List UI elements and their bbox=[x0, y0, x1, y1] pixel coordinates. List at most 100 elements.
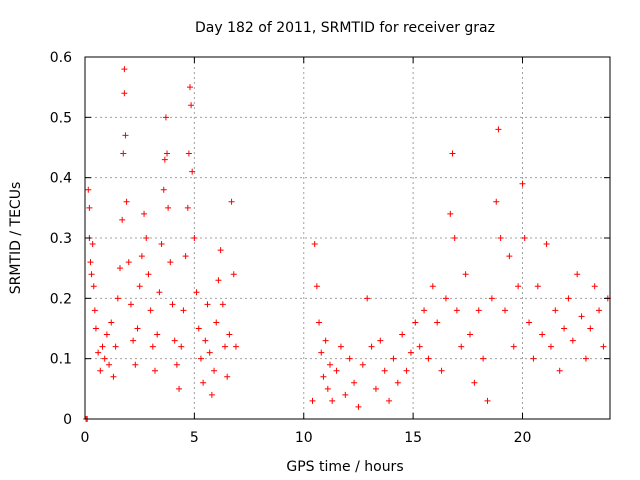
data-point bbox=[219, 301, 226, 308]
data-point bbox=[226, 331, 233, 338]
data-point bbox=[596, 307, 603, 314]
x-tick-label: 15 bbox=[404, 430, 422, 446]
data-point bbox=[95, 349, 102, 356]
data-point bbox=[130, 337, 137, 344]
data-point bbox=[120, 150, 127, 157]
data-point bbox=[467, 331, 473, 338]
data-point bbox=[534, 283, 541, 290]
data-point bbox=[154, 331, 161, 338]
data-point bbox=[147, 307, 154, 314]
y-tick-label: 0.5 bbox=[50, 110, 72, 126]
data-point bbox=[213, 319, 220, 326]
data-point bbox=[178, 343, 185, 350]
data-point bbox=[143, 235, 150, 241]
data-point bbox=[134, 325, 141, 332]
data-point bbox=[438, 367, 445, 374]
data-point bbox=[429, 283, 436, 290]
data-point bbox=[578, 313, 585, 320]
data-point bbox=[497, 235, 504, 241]
data-point bbox=[453, 307, 460, 314]
data-point bbox=[87, 259, 94, 266]
data-point bbox=[390, 355, 397, 362]
data-point bbox=[162, 114, 169, 121]
data-point bbox=[167, 259, 174, 266]
data-point bbox=[565, 295, 572, 302]
data-point bbox=[462, 271, 469, 278]
data-point bbox=[158, 241, 165, 248]
data-point bbox=[90, 283, 97, 290]
data-point bbox=[386, 397, 393, 404]
data-point bbox=[421, 307, 428, 314]
data-point bbox=[165, 204, 172, 211]
data-point bbox=[121, 66, 128, 73]
data-point bbox=[202, 337, 209, 344]
x-tick-label: 0 bbox=[81, 430, 90, 446]
data-point bbox=[434, 319, 441, 326]
grid-lines bbox=[85, 57, 610, 419]
data-point bbox=[99, 343, 106, 350]
data-point bbox=[526, 319, 533, 326]
chart-title: Day 182 of 2011, SRMTID for receiver gra… bbox=[195, 20, 495, 36]
data-point bbox=[204, 301, 211, 308]
data-point bbox=[119, 216, 126, 223]
data-point bbox=[412, 319, 419, 326]
y-tick-label: 0 bbox=[63, 412, 72, 428]
data-point bbox=[342, 391, 349, 398]
x-tick-label: 5 bbox=[190, 430, 199, 446]
data-point bbox=[556, 367, 563, 374]
data-point bbox=[182, 253, 189, 260]
y-tick-labels: 0 0.1 0.2 0.3 0.4 0.5 0.6 bbox=[50, 50, 72, 428]
data-point bbox=[364, 295, 371, 302]
data-point bbox=[180, 307, 187, 314]
data-point bbox=[329, 397, 336, 404]
data-point bbox=[85, 186, 92, 193]
data-point bbox=[149, 343, 156, 350]
data-point bbox=[145, 271, 152, 278]
data-point bbox=[188, 102, 195, 109]
y-tick-label: 0.6 bbox=[50, 50, 72, 66]
data-point bbox=[123, 198, 130, 205]
data-point bbox=[493, 198, 500, 205]
data-point bbox=[316, 319, 323, 326]
data-point bbox=[403, 367, 410, 374]
data-point bbox=[197, 355, 204, 362]
data-point bbox=[173, 361, 180, 368]
y-tick-label: 0.2 bbox=[50, 291, 72, 307]
data-point bbox=[117, 265, 123, 272]
data-point bbox=[161, 156, 168, 163]
data-point bbox=[327, 361, 333, 368]
data-point bbox=[136, 283, 143, 290]
data-point bbox=[521, 235, 528, 241]
data-point bbox=[372, 385, 379, 392]
data-point bbox=[110, 373, 117, 380]
data-point bbox=[189, 168, 196, 175]
data-point bbox=[324, 385, 331, 392]
data-point bbox=[311, 241, 318, 248]
y-tick-label: 0.1 bbox=[50, 352, 72, 368]
data-point bbox=[394, 379, 401, 386]
data-point bbox=[447, 210, 454, 217]
data-point bbox=[106, 361, 113, 368]
data-point bbox=[484, 397, 491, 404]
data-point bbox=[381, 367, 388, 374]
data-point bbox=[164, 150, 171, 157]
data-point bbox=[91, 307, 98, 314]
data-point bbox=[355, 403, 362, 410]
data-point bbox=[322, 337, 329, 344]
data-point bbox=[132, 361, 139, 368]
data-point bbox=[425, 355, 432, 362]
data-point bbox=[515, 283, 522, 290]
data-point bbox=[215, 277, 222, 284]
data-point bbox=[114, 295, 121, 302]
y-tick-label: 0.4 bbox=[50, 171, 72, 187]
data-point bbox=[530, 355, 537, 362]
data-point bbox=[416, 343, 423, 350]
data-point bbox=[206, 349, 213, 356]
data-point bbox=[543, 241, 550, 248]
data-point bbox=[561, 325, 568, 332]
data-point bbox=[122, 132, 129, 139]
data-point bbox=[502, 307, 508, 314]
y-tick-label: 0.3 bbox=[50, 231, 72, 247]
data-point bbox=[156, 289, 163, 296]
data-point bbox=[552, 307, 559, 314]
